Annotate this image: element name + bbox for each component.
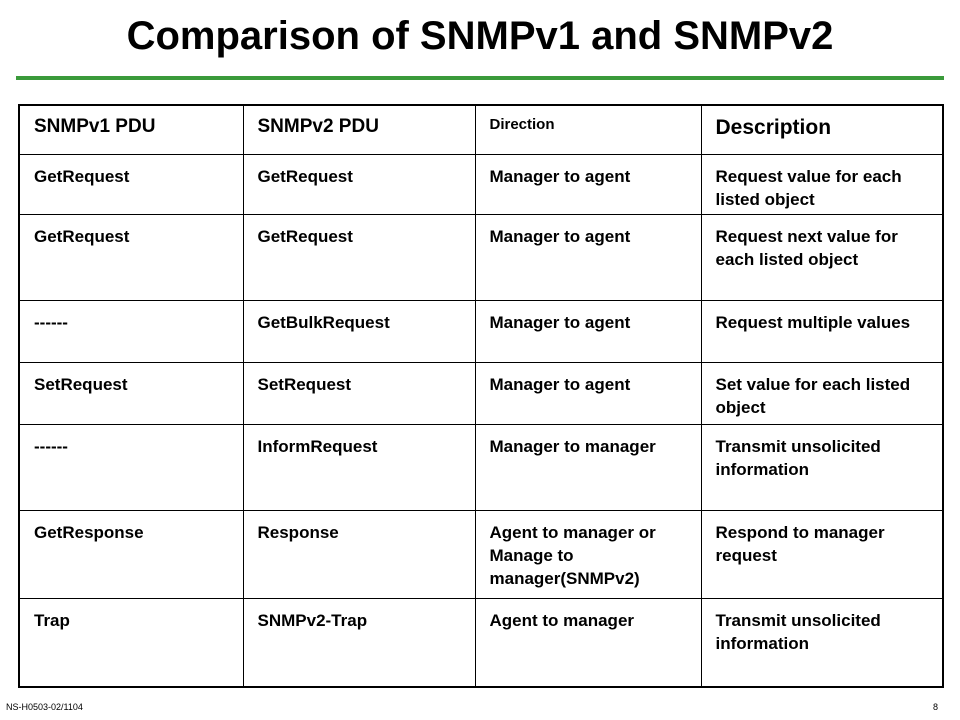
- cell-direction: Manager to agent: [474, 214, 702, 301]
- table-row: ------ InformRequest Manager to manager …: [18, 424, 944, 511]
- cell-description: Transmit unsolicited information: [700, 424, 944, 511]
- cell-snmpv1-pdu: GetRequest: [18, 154, 244, 215]
- cell-snmpv2-pdu: SNMPv2-Trap: [242, 598, 476, 687]
- table-row: GetRequest GetRequest Manager to agent R…: [18, 214, 944, 301]
- cell-snmpv2-pdu: GetRequest: [242, 154, 476, 215]
- cell-description: Set value for each listed object: [700, 362, 944, 425]
- pdu-comparison-table: SNMPv1 PDU SNMPv2 PDU Direction Descript…: [18, 104, 944, 688]
- cell-description: Request value for each listed object: [700, 154, 944, 215]
- cell-snmpv2-pdu: SetRequest: [242, 362, 476, 425]
- table-row: GetResponse Response Agent to manager or…: [18, 510, 944, 599]
- cell-direction: Agent to manager or Manage to manager(SN…: [474, 510, 702, 599]
- cell-snmpv1-pdu: ------: [18, 300, 244, 363]
- cell-snmpv2-pdu: GetRequest: [242, 214, 476, 301]
- table-row: Trap SNMPv2-Trap Agent to manager Transm…: [18, 598, 944, 687]
- table-row: ------ GetBulkRequest Manager to agent R…: [18, 300, 944, 363]
- cell-description: Request multiple values: [700, 300, 944, 363]
- header-snmpv1-pdu: SNMPv1 PDU: [18, 104, 244, 155]
- title-divider: [16, 76, 944, 80]
- cell-snmpv1-pdu: GetRequest: [18, 214, 244, 301]
- cell-direction: Manager to manager: [474, 424, 702, 511]
- table-header-row: SNMPv1 PDU SNMPv2 PDU Direction Descript…: [18, 104, 944, 155]
- cell-snmpv1-pdu: Trap: [18, 598, 244, 687]
- cell-description: Respond to manager request: [700, 510, 944, 599]
- footer-document-id: NS-H0503-02/1104: [6, 702, 83, 712]
- header-snmpv2-pdu: SNMPv2 PDU: [242, 104, 476, 155]
- footer-page-number: 8: [932, 702, 938, 712]
- table-row: GetRequest GetRequest Manager to agent R…: [18, 154, 944, 215]
- table-row: SetRequest SetRequest Manager to agent S…: [18, 362, 944, 425]
- cell-direction: Manager to agent: [474, 300, 702, 363]
- cell-direction: Manager to agent: [474, 362, 702, 425]
- cell-snmpv1-pdu: SetRequest: [18, 362, 244, 425]
- cell-snmpv1-pdu: GetResponse: [18, 510, 244, 599]
- header-description: Description: [700, 104, 944, 155]
- cell-description: Transmit unsolicited information: [700, 598, 944, 687]
- cell-snmpv2-pdu: GetBulkRequest: [242, 300, 476, 363]
- cell-snmpv1-pdu: ------: [18, 424, 244, 511]
- cell-description: Request next value for each listed objec…: [700, 214, 944, 301]
- cell-snmpv2-pdu: Response: [242, 510, 476, 599]
- cell-direction: Agent to manager: [474, 598, 702, 687]
- cell-direction: Manager to agent: [474, 154, 702, 215]
- header-direction: Direction: [474, 104, 702, 155]
- cell-snmpv2-pdu: InformRequest: [242, 424, 476, 511]
- slide-title: Comparison of SNMPv1 and SNMPv2: [126, 14, 834, 58]
